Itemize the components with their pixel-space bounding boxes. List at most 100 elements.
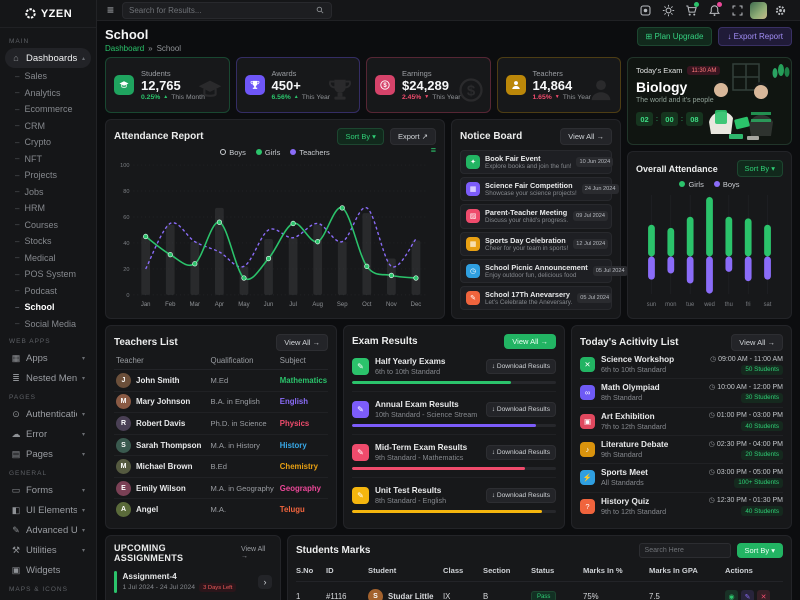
svg-text:Dec: Dec (411, 301, 422, 308)
notice-item[interactable]: ▦ Science Fair Competition Showcase your s… (460, 177, 619, 202)
download-results-button[interactable]: ↓ Download Results (485, 444, 556, 460)
marks-search-input[interactable] (638, 543, 731, 558)
sidebar-item-utilities[interactable]: ⚒ Utilities ▾ (5, 540, 91, 560)
sidebar-item-apps[interactable]: ▦ Apps ▾ (5, 348, 91, 368)
teachers-view-all-button[interactable]: View All → (276, 334, 328, 351)
search-input[interactable] (129, 5, 312, 15)
attendance-sort-by-button[interactable]: Sort By ▾ (337, 128, 384, 145)
sidebar-item-authentication[interactable]: ⊙ Authentication ▾ (5, 404, 91, 424)
chevron-down-icon: ▾ (81, 451, 85, 458)
science-workshop-icon: ✕ (580, 357, 595, 373)
attendance-export-button[interactable]: Export ↗ (389, 128, 436, 145)
user-avatar[interactable] (750, 1, 767, 19)
sidebar-subitem-label: School (24, 302, 55, 313)
marks-col-header: Actions (725, 566, 753, 575)
sidebar-item-pages[interactable]: ▤ Pages ▾ (5, 444, 91, 464)
exam-results-view-all-button[interactable]: View All → (504, 334, 556, 349)
sidebar-subitem-label: Jobs (24, 186, 44, 197)
exam-pencil-icon: ✎ (352, 357, 369, 375)
clock-icon: ◷ (708, 412, 717, 420)
sidebar-subitem-crm[interactable]: – CRM (5, 118, 91, 135)
chevron-down-icon: ▾ (81, 355, 85, 362)
table-row[interactable]: M Mary Johnson B.A. in English English (114, 392, 328, 414)
sidebar-item-widgets[interactable]: ▣ Widgets (5, 560, 91, 580)
notice-item[interactable]: ▦ Sports Day Celebration Cheer for your te… (460, 231, 612, 256)
sidebar-subitem-analytics[interactable]: – Analytics (5, 85, 91, 102)
app-logo[interactable]: YZEN (0, 0, 96, 28)
sidebar-subitem-courses[interactable]: – Courses (5, 217, 91, 234)
fullscreen-icon[interactable] (727, 0, 747, 20)
edit-icon[interactable]: ✎ (741, 590, 754, 600)
search-icon[interactable] (315, 5, 325, 15)
sidebar-item-ui-elements[interactable]: ◧ UI Elements ▾ (5, 500, 91, 520)
notice-item[interactable]: ◷ School Picnic Announcement Enjoy outdoor… (460, 258, 628, 283)
table-row[interactable]: A Angel M.A. Telugu (114, 499, 328, 520)
download-results-button[interactable]: ↓ Download Results (485, 487, 556, 503)
sidebar-subitem-ecommerce[interactable]: – Ecommerce (5, 101, 91, 118)
sidebar-subitem-hrm[interactable]: – HRM (5, 200, 91, 217)
chart-menu-icon[interactable]: ≡ (430, 145, 436, 155)
sidebar-item-forms[interactable]: ▭ Forms ▾ (5, 480, 91, 500)
assignment-next-button[interactable]: › (258, 575, 272, 589)
table-row[interactable]: M Michael Brown B.Ed Chemistry (114, 456, 328, 478)
cart-icon[interactable] (681, 0, 701, 20)
overall-sort-by-button[interactable]: Sort By ▾ (736, 160, 783, 177)
teacher-qualification: B.Ed (210, 462, 227, 472)
marks-col-header: Marks In % (583, 566, 623, 575)
stat-delta-percent: 1.65% (532, 93, 552, 101)
activity-title: Art Exhibition (601, 411, 655, 421)
download-results-button[interactable]: ↓ Download Results (485, 358, 556, 374)
sidebar-subitem-podcast[interactable]: – Podcast (5, 283, 91, 300)
sidebar-subitem-nft[interactable]: – NFT (5, 151, 91, 168)
download-results-button[interactable]: ↓ Download Results (485, 401, 556, 417)
table-row[interactable]: 1 #1116 S Studar Little IX B Pass 75% 7.5 ◉ ✎ ✕ (296, 582, 783, 600)
exam-result-subtitle: 9th Standard - Mathematics (375, 452, 464, 462)
sidebar-item-error[interactable]: ☁ Error ▾ (5, 424, 91, 444)
table-row[interactable]: E Emily Wilson M.A. in Geography Geography (114, 478, 328, 500)
sidebar-item-advanced-ui[interactable]: ✎ Advanced UI ▾ (5, 520, 91, 540)
sidebar-item-nested-menu[interactable]: ≣ Nested Menu ▾ (5, 368, 91, 388)
notice-item[interactable]: ✦ Book Fair Event Explore books and join t… (460, 150, 614, 175)
sidebar-subitem-school[interactable]: – School (5, 299, 91, 316)
sidebar-subitem-projects[interactable]: – Projects (5, 167, 91, 184)
topbar-icons (635, 0, 790, 20)
sidebar-subitem-jobs[interactable]: – Jobs (5, 184, 91, 201)
notifications-icon[interactable] (704, 0, 724, 20)
view-icon[interactable]: ◉ (725, 590, 738, 600)
sidebar-item-label: Error (26, 428, 48, 440)
legend-item-girls: Girls (679, 180, 704, 189)
sidebar-subitem-medical[interactable]: – Medical (5, 250, 91, 267)
menu-toggle-icon[interactable]: ≡ (107, 3, 115, 17)
notice-view-all-button[interactable]: View All → (560, 128, 612, 145)
table-row[interactable]: R Robert Davis Ph.D. in Science Physics (114, 413, 328, 435)
theme-icon[interactable] (658, 0, 678, 20)
export-report-button[interactable]: ↓ Export Report (718, 27, 792, 46)
activity-view-all-button[interactable]: View All → (731, 334, 783, 351)
sidebar-subitem-sales[interactable]: – Sales (5, 68, 91, 85)
delete-icon[interactable]: ✕ (757, 590, 770, 600)
settings-icon[interactable] (770, 0, 790, 20)
table-row[interactable]: J John Smith M.Ed Mathematics (114, 370, 328, 392)
sidebar-item-dashboards[interactable]: ⌂ Dashboards ▴ (5, 48, 91, 68)
submenu-dash-icon: – (15, 88, 20, 98)
sidebar-subitem-crypto[interactable]: – Crypto (5, 134, 91, 151)
table-row[interactable]: S Sarah Thompson M.A. in History History (114, 435, 328, 457)
chevron-down-icon: ▾ (81, 527, 85, 534)
assignments-view-all-link[interactable]: View All → (241, 546, 266, 560)
notice-item[interactable]: ✎ School 17Th Anevarsery Let's Celebrate t… (460, 285, 613, 311)
flag-icon[interactable] (635, 0, 655, 20)
progress-bar (352, 423, 556, 427)
avatar: J (116, 372, 131, 388)
sidebar-subitem-pos-system[interactable]: – POS System (5, 266, 91, 283)
plan-upgrade-button[interactable]: ⊞ Plan Upgrade (636, 27, 713, 46)
sidebar-subitem-social-media[interactable]: – Social Media (5, 316, 91, 333)
avatar: M (116, 394, 131, 410)
sidebar-subitem-stocks[interactable]: – Stocks (5, 233, 91, 250)
clock-icon: ◷ (710, 355, 719, 363)
marks-sort-by-button[interactable]: Sort By ▾ (736, 543, 783, 558)
notice-item[interactable]: ▨ Parent-Teacher Meeting Discuss your chil… (460, 204, 612, 229)
breadcrumb-dashboard[interactable]: Dashboard (105, 44, 145, 53)
exam-result-subtitle: 8th Standard - English (375, 495, 447, 505)
legend-dot (255, 149, 262, 155)
stat-delta-percent: 2.45% (402, 93, 422, 101)
